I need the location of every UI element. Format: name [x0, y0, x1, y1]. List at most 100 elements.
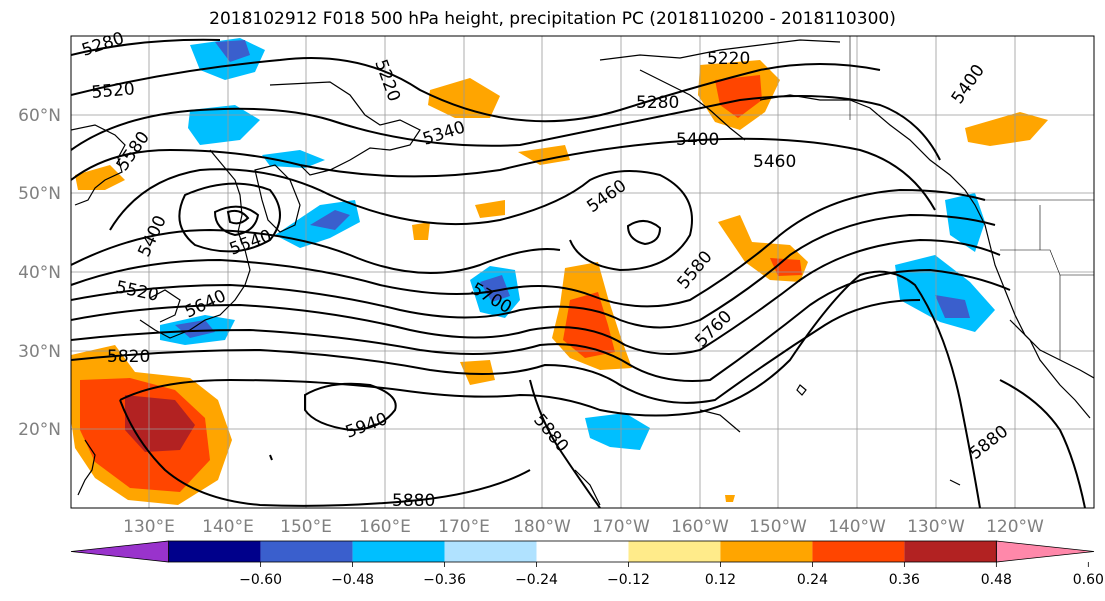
height-contour — [226, 209, 250, 225]
height-contour — [178, 182, 281, 253]
precip-negative-core — [480, 275, 510, 302]
coastline — [599, 39, 841, 61]
height-contour — [71, 57, 881, 123]
figure-title: 2018102912 F018 500 hPa height, precipit… — [209, 9, 896, 29]
colorbar-bin — [812, 541, 905, 562]
colorbar-tick-label: −0.60 — [239, 572, 282, 588]
height-contour — [71, 95, 941, 161]
colorbar-tick-label: 0.36 — [889, 572, 920, 588]
colorbar-tick-label: −0.48 — [331, 572, 374, 588]
height-contour — [71, 228, 561, 274]
lon-label: 150°W — [749, 517, 807, 537]
colorbar: −0.60 −0.48 −0.36 −0.24 −0.12 0.12 0.24 0.36 0.4… — [70, 540, 1104, 588]
contour-label: 5280 — [636, 93, 679, 113]
colorbar-bin — [720, 541, 813, 562]
colorbar-bin — [260, 541, 353, 562]
precip-positive-area — [725, 495, 735, 502]
colorbar-bin — [352, 541, 445, 562]
coastline — [759, 94, 1094, 379]
map-frame — [70, 35, 1095, 509]
precip-positive-peak — [125, 395, 195, 452]
latitude-labels: 60°N 50°N 40°N 30°N 20°N — [18, 106, 61, 440]
lon-label: 120°W — [986, 517, 1044, 537]
colorbar-tick-label: 0.60 — [1073, 572, 1104, 588]
precip-positive-area — [75, 165, 125, 190]
lon-label: 140°W — [828, 517, 886, 537]
precip-positive-area — [965, 112, 1048, 146]
precip-positive-area — [460, 360, 495, 385]
lon-label: 180°W — [513, 517, 571, 537]
coastlines — [71, 39, 1094, 506]
colorbar-tick-label: 0.24 — [797, 572, 828, 588]
height-contour — [71, 188, 986, 308]
precip-positive-area — [475, 200, 505, 218]
colorbar-tick-label: −0.36 — [423, 572, 466, 588]
lon-label: 160°E — [359, 517, 411, 537]
coastline — [949, 479, 961, 486]
colorbar-bin — [628, 541, 721, 562]
lat-label: 30°N — [18, 342, 61, 362]
precip-negative-core — [215, 40, 250, 62]
height-contours — [71, 38, 1086, 508]
precip-positive-area — [518, 145, 570, 165]
coastline — [639, 69, 746, 141]
colorbar-tick-label: −0.12 — [607, 572, 650, 588]
colorbar-tick-label: −0.24 — [515, 572, 558, 588]
coastline — [574, 469, 601, 506]
lat-label: 50°N — [18, 184, 61, 204]
colorbar-tick-label: 0.12 — [705, 572, 736, 588]
colorbar-tick-label: 0.48 — [981, 572, 1012, 588]
precip-positive-area — [412, 222, 430, 240]
contour-label: 5880 — [392, 491, 435, 511]
height-contour — [71, 268, 1011, 382]
contour-label: 5520 — [91, 79, 136, 103]
colorbar-bin — [904, 541, 997, 562]
coastline — [269, 81, 421, 176]
colorbar-bin — [168, 541, 261, 562]
lat-label: 40°N — [18, 263, 61, 283]
height-contour — [119, 399, 531, 507]
contour-label: 5400 — [676, 130, 719, 150]
lon-label: 130°W — [907, 517, 965, 537]
height-contour — [71, 238, 1001, 355]
height-contour — [71, 137, 936, 211]
height-contour — [999, 379, 1086, 508]
lon-label: 140°E — [202, 517, 254, 537]
political-borders — [849, 36, 1094, 360]
lon-label: 170°E — [438, 517, 490, 537]
lon-label: 160°W — [671, 517, 729, 537]
precip-negative-core — [935, 295, 970, 318]
colorbar-bin — [536, 541, 629, 562]
height-contour — [626, 220, 662, 246]
colorbar-outline — [168, 540, 997, 563]
coastline — [269, 454, 273, 461]
coastline — [77, 439, 96, 496]
precip-negative-area — [945, 193, 985, 252]
border — [1000, 249, 1094, 276]
colorbar-bin — [444, 541, 537, 562]
contour-label: 5220 — [707, 49, 750, 69]
contour-label: 5460 — [753, 152, 796, 172]
precip-negative-area — [895, 255, 995, 332]
height-contour — [109, 168, 693, 272]
height-contour — [529, 379, 601, 508]
coastline — [1009, 319, 1091, 419]
lon-label: 130°E — [123, 517, 175, 537]
height-contour — [71, 38, 221, 56]
coastline — [139, 149, 251, 339]
coastline — [149, 289, 181, 323]
lon-label: 150°E — [280, 517, 332, 537]
coastline — [254, 164, 301, 233]
precip-negative-core — [175, 320, 215, 338]
precip-negative-area — [585, 413, 650, 450]
height-contour — [119, 378, 701, 417]
longitude-labels: 130°E 140°E 150°E 160°E 170°E 180°W 170°… — [123, 517, 1044, 537]
coastline — [699, 409, 741, 433]
height-contour — [304, 382, 397, 432]
colorbar-extend-low — [70, 540, 170, 563]
precip-negative-core — [310, 210, 350, 230]
height-contour — [213, 205, 260, 237]
height-contour — [699, 270, 981, 508]
